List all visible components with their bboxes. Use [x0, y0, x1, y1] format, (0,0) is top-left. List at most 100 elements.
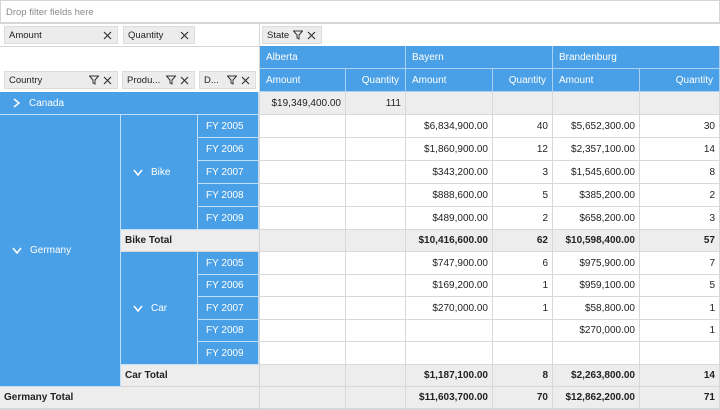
row-header-year[interactable]: FY 2008	[198, 320, 259, 342]
value-cell[interactable]: $19,349,400.00	[260, 92, 346, 115]
value-cell[interactable]: 8	[493, 365, 553, 387]
measure-header-quantity[interactable]: Quantity	[493, 69, 553, 92]
value-cell[interactable]: 3	[493, 161, 553, 184]
value-cell[interactable]: $888,600.00	[406, 184, 493, 207]
filter-icon[interactable]	[292, 30, 303, 41]
value-cell[interactable]: 3	[640, 207, 720, 230]
row-header-year[interactable]: FY 2005	[198, 115, 259, 138]
row-header-year[interactable]: FY 2009	[198, 342, 259, 365]
value-cell[interactable]	[493, 342, 553, 365]
value-cell[interactable]	[260, 184, 346, 207]
value-cell[interactable]	[640, 342, 720, 365]
value-cell[interactable]: 1	[640, 320, 720, 342]
value-cell[interactable]	[346, 387, 406, 409]
value-cell[interactable]	[260, 252, 346, 275]
value-cell[interactable]: $489,000.00	[406, 207, 493, 230]
value-cell[interactable]: 2	[640, 184, 720, 207]
filter-drop-area[interactable]: Drop filter fields here	[0, 0, 720, 23]
value-cell[interactable]: 5	[640, 275, 720, 297]
value-cell[interactable]: 71	[640, 387, 720, 409]
value-cell[interactable]: $169,200.00	[406, 275, 493, 297]
measure-header-amount[interactable]: Amount	[553, 69, 640, 92]
value-cell[interactable]: 62	[493, 230, 553, 252]
value-cell[interactable]	[640, 92, 720, 115]
column-header-bayern[interactable]: Bayern	[406, 46, 553, 69]
row-header-year[interactable]: FY 2005	[198, 252, 259, 275]
value-cell[interactable]: $270,000.00	[406, 297, 493, 320]
value-cell[interactable]: $975,900.00	[553, 252, 640, 275]
value-cell[interactable]	[346, 161, 406, 184]
value-cell[interactable]: $385,200.00	[553, 184, 640, 207]
measure-header-amount[interactable]: Amount	[260, 69, 346, 92]
value-cell[interactable]	[346, 115, 406, 138]
value-cell[interactable]: 2	[493, 207, 553, 230]
value-cell[interactable]	[346, 342, 406, 365]
row-header-germany[interactable]: Germany	[0, 115, 121, 387]
value-cell[interactable]: $12,862,200.00	[553, 387, 640, 409]
value-cell[interactable]: 12	[493, 138, 553, 161]
value-cell[interactable]: 14	[640, 365, 720, 387]
value-cell[interactable]: $5,652,300.00	[553, 115, 640, 138]
row-chip-country[interactable]: Country	[4, 71, 118, 89]
row-header-year[interactable]: FY 2007	[198, 297, 259, 320]
value-cell[interactable]	[346, 230, 406, 252]
value-cell[interactable]: $10,416,600.00	[406, 230, 493, 252]
chevron-down-icon[interactable]	[133, 304, 143, 313]
row-chip-product[interactable]: Produ...	[122, 71, 195, 89]
column-chip-state[interactable]: State	[262, 26, 322, 44]
row-header-year[interactable]: FY 2009	[198, 207, 259, 230]
value-chip-quantity[interactable]: Quantity	[123, 26, 195, 44]
value-cell[interactable]: $2,357,100.00	[553, 138, 640, 161]
value-cell[interactable]: 14	[640, 138, 720, 161]
value-cell[interactable]	[260, 207, 346, 230]
value-cell[interactable]	[493, 320, 553, 342]
value-cell[interactable]: 1	[640, 297, 720, 320]
value-cell[interactable]	[346, 207, 406, 230]
filter-icon[interactable]	[226, 75, 237, 86]
value-cell[interactable]	[553, 92, 640, 115]
measure-header-amount[interactable]: Amount	[406, 69, 493, 92]
value-cell[interactable]	[346, 297, 406, 320]
value-cell[interactable]	[346, 184, 406, 207]
column-header-brandenburg[interactable]: Brandenburg	[553, 46, 720, 69]
row-header-year[interactable]: FY 2006	[198, 275, 259, 297]
value-cell[interactable]	[346, 365, 406, 387]
close-icon[interactable]	[102, 30, 113, 41]
value-cell[interactable]	[260, 161, 346, 184]
filter-icon[interactable]	[165, 75, 176, 86]
filter-icon[interactable]	[88, 75, 99, 86]
close-icon[interactable]	[306, 30, 317, 41]
measure-header-quantity[interactable]: Quantity	[346, 69, 406, 92]
chevron-right-icon[interactable]	[12, 98, 21, 108]
close-icon[interactable]	[102, 75, 113, 86]
value-cell[interactable]: $10,598,400.00	[553, 230, 640, 252]
value-cell[interactable]: $658,200.00	[553, 207, 640, 230]
value-cell[interactable]: $1,545,600.00	[553, 161, 640, 184]
row-header-year[interactable]: FY 2007	[198, 161, 259, 184]
value-cell[interactable]: $1,187,100.00	[406, 365, 493, 387]
value-cell[interactable]	[260, 365, 346, 387]
row-header-canada[interactable]: Canada	[0, 92, 259, 115]
value-cell[interactable]: 7	[640, 252, 720, 275]
value-cell[interactable]: $959,100.00	[553, 275, 640, 297]
value-cell[interactable]	[406, 92, 493, 115]
value-cell[interactable]	[346, 138, 406, 161]
value-cell[interactable]	[260, 230, 346, 252]
value-cell[interactable]	[260, 297, 346, 320]
row-header-bike[interactable]: Bike	[121, 115, 198, 230]
value-cell[interactable]	[346, 252, 406, 275]
measure-header-quantity[interactable]: Quantity	[640, 69, 720, 92]
value-cell[interactable]: 1	[493, 297, 553, 320]
chevron-down-icon[interactable]	[12, 246, 22, 255]
row-chip-date[interactable]: D...	[199, 71, 256, 89]
value-cell[interactable]: 111	[346, 92, 406, 115]
close-icon[interactable]	[240, 75, 251, 86]
value-cell[interactable]: $343,200.00	[406, 161, 493, 184]
value-cell[interactable]: 1	[493, 275, 553, 297]
row-header-year[interactable]: FY 2008	[198, 184, 259, 207]
value-cell[interactable]	[493, 92, 553, 115]
close-icon[interactable]	[179, 75, 190, 86]
value-cell[interactable]: $747,900.00	[406, 252, 493, 275]
value-cell[interactable]	[406, 320, 493, 342]
value-cell[interactable]	[406, 342, 493, 365]
